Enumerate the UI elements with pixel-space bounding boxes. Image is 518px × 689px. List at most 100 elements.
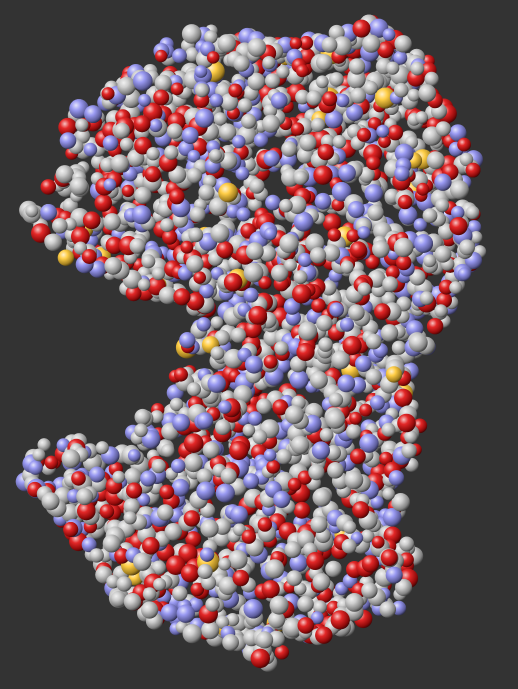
oxygen-atom[interactable] bbox=[342, 335, 362, 356]
oxygen-atom[interactable] bbox=[71, 471, 86, 486]
nitrogen-atom[interactable] bbox=[215, 483, 235, 503]
carbon-atom[interactable] bbox=[423, 254, 437, 268]
oxygen-atom[interactable] bbox=[71, 227, 90, 246]
carbon-atom[interactable] bbox=[213, 112, 227, 126]
carbon-atom[interactable] bbox=[347, 70, 366, 89]
carbon-atom[interactable] bbox=[282, 617, 303, 638]
nitrogen-atom[interactable] bbox=[236, 207, 251, 222]
carbon-atom[interactable] bbox=[189, 206, 206, 223]
oxygen-atom[interactable] bbox=[349, 411, 362, 425]
oxygen-atom[interactable] bbox=[166, 555, 186, 575]
oxygen-atom[interactable] bbox=[306, 552, 325, 570]
carbon-atom[interactable] bbox=[269, 595, 289, 615]
nitrogen-atom[interactable] bbox=[132, 205, 152, 225]
oxygen-atom[interactable] bbox=[40, 179, 57, 195]
nitrogen-atom[interactable] bbox=[243, 473, 259, 489]
carbon-atom[interactable] bbox=[319, 428, 334, 442]
carbon-atom[interactable] bbox=[297, 595, 314, 613]
oxygen-atom[interactable] bbox=[350, 448, 366, 465]
nitrogen-atom[interactable] bbox=[103, 178, 117, 192]
oxygen-atom[interactable] bbox=[121, 184, 135, 198]
carbon-atom[interactable] bbox=[341, 538, 357, 554]
carbon-atom[interactable] bbox=[271, 264, 289, 282]
oxygen-atom[interactable] bbox=[297, 617, 315, 634]
oxygen-atom[interactable] bbox=[248, 306, 267, 325]
oxygen-atom[interactable] bbox=[162, 229, 178, 245]
oxygen-atom[interactable] bbox=[465, 162, 481, 178]
carbon-atom[interactable] bbox=[123, 498, 140, 515]
nitrogen-atom[interactable] bbox=[59, 132, 77, 149]
carbon-atom[interactable] bbox=[32, 448, 46, 462]
nitrogen-atom[interactable] bbox=[84, 105, 102, 123]
carbon-atom[interactable] bbox=[188, 227, 204, 243]
carbon-atom[interactable] bbox=[119, 137, 134, 152]
carbon-atom[interactable] bbox=[332, 135, 347, 149]
oxygen-atom[interactable] bbox=[82, 211, 101, 230]
carbon-atom[interactable] bbox=[243, 262, 264, 283]
nitrogen-atom[interactable] bbox=[314, 192, 332, 210]
oxygen-atom[interactable] bbox=[379, 451, 393, 466]
carbon-atom[interactable] bbox=[343, 520, 357, 534]
oxygen-atom[interactable] bbox=[396, 254, 412, 271]
oxygen-atom[interactable] bbox=[174, 367, 188, 382]
carbon-atom[interactable] bbox=[41, 492, 60, 511]
carbon-atom[interactable] bbox=[241, 113, 257, 129]
nitrogen-atom[interactable] bbox=[264, 227, 277, 241]
carbon-atom[interactable] bbox=[399, 536, 415, 552]
carbon-atom[interactable] bbox=[281, 141, 297, 157]
carbon-atom[interactable] bbox=[37, 438, 51, 452]
carbon-atom[interactable] bbox=[210, 316, 224, 329]
nitrogen-atom[interactable] bbox=[388, 470, 405, 486]
oxygen-atom[interactable] bbox=[266, 460, 281, 474]
carbon-atom[interactable] bbox=[198, 184, 215, 201]
oxygen-atom[interactable] bbox=[289, 37, 303, 50]
oxygen-atom[interactable] bbox=[178, 544, 198, 563]
nitrogen-atom[interactable] bbox=[181, 127, 199, 144]
oxygen-atom[interactable] bbox=[272, 399, 289, 416]
carbon-atom[interactable] bbox=[172, 585, 188, 602]
nitrogen-atom[interactable] bbox=[196, 481, 216, 501]
nitrogen-atom[interactable] bbox=[413, 218, 427, 232]
nitrogen-atom[interactable] bbox=[263, 150, 280, 167]
carbon-atom[interactable] bbox=[44, 233, 63, 251]
carbon-atom[interactable] bbox=[187, 382, 201, 397]
carbon-atom[interactable] bbox=[321, 280, 337, 296]
carbon-atom[interactable] bbox=[230, 327, 247, 343]
carbon-atom[interactable] bbox=[196, 468, 213, 485]
nitrogen-atom[interactable] bbox=[176, 604, 195, 623]
oxygen-atom[interactable] bbox=[274, 645, 290, 660]
oxygen-atom[interactable] bbox=[352, 501, 370, 519]
carbon-atom[interactable] bbox=[318, 337, 333, 352]
nitrogen-atom[interactable] bbox=[311, 441, 330, 460]
oxygen-atom[interactable] bbox=[374, 303, 391, 320]
carbon-atom[interactable] bbox=[233, 523, 246, 536]
carbon-atom[interactable] bbox=[123, 511, 137, 525]
carbon-atom[interactable] bbox=[422, 208, 438, 224]
oxygen-atom[interactable] bbox=[81, 249, 97, 264]
carbon-atom[interactable] bbox=[348, 304, 365, 321]
oxygen-atom[interactable] bbox=[185, 531, 202, 548]
nitrogen-atom[interactable] bbox=[385, 566, 403, 584]
carbon-atom[interactable] bbox=[153, 577, 167, 591]
carbon-atom[interactable] bbox=[151, 458, 166, 474]
oxygen-atom[interactable] bbox=[99, 504, 115, 519]
nitrogen-atom[interactable] bbox=[196, 412, 214, 429]
carbon-atom[interactable] bbox=[310, 515, 328, 533]
oxygen-atom[interactable] bbox=[105, 236, 123, 254]
carbon-atom[interactable] bbox=[363, 80, 378, 96]
carbon-atom[interactable] bbox=[157, 504, 174, 521]
oxygen-atom[interactable] bbox=[387, 124, 404, 141]
carbon-atom[interactable] bbox=[217, 34, 237, 53]
oxygen-atom[interactable] bbox=[169, 188, 185, 205]
oxygen-atom[interactable] bbox=[365, 255, 380, 269]
carbon-atom[interactable] bbox=[262, 56, 276, 70]
carbon-atom[interactable] bbox=[242, 423, 256, 437]
nitrogen-atom[interactable] bbox=[253, 132, 269, 148]
oxygen-atom[interactable] bbox=[311, 298, 326, 313]
oxygen-atom[interactable] bbox=[357, 127, 371, 142]
nitrogen-atom[interactable] bbox=[283, 298, 301, 315]
oxygen-atom[interactable] bbox=[371, 535, 385, 549]
oxygen-atom[interactable] bbox=[380, 549, 398, 567]
carbon-atom[interactable] bbox=[134, 423, 148, 438]
